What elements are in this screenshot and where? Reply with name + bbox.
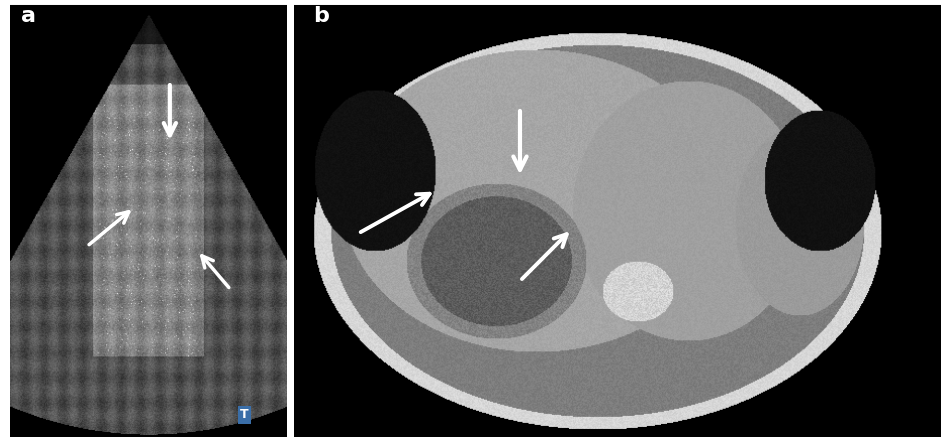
Text: b: b <box>313 6 329 26</box>
Text: a: a <box>21 6 35 26</box>
Text: T: T <box>240 408 249 422</box>
